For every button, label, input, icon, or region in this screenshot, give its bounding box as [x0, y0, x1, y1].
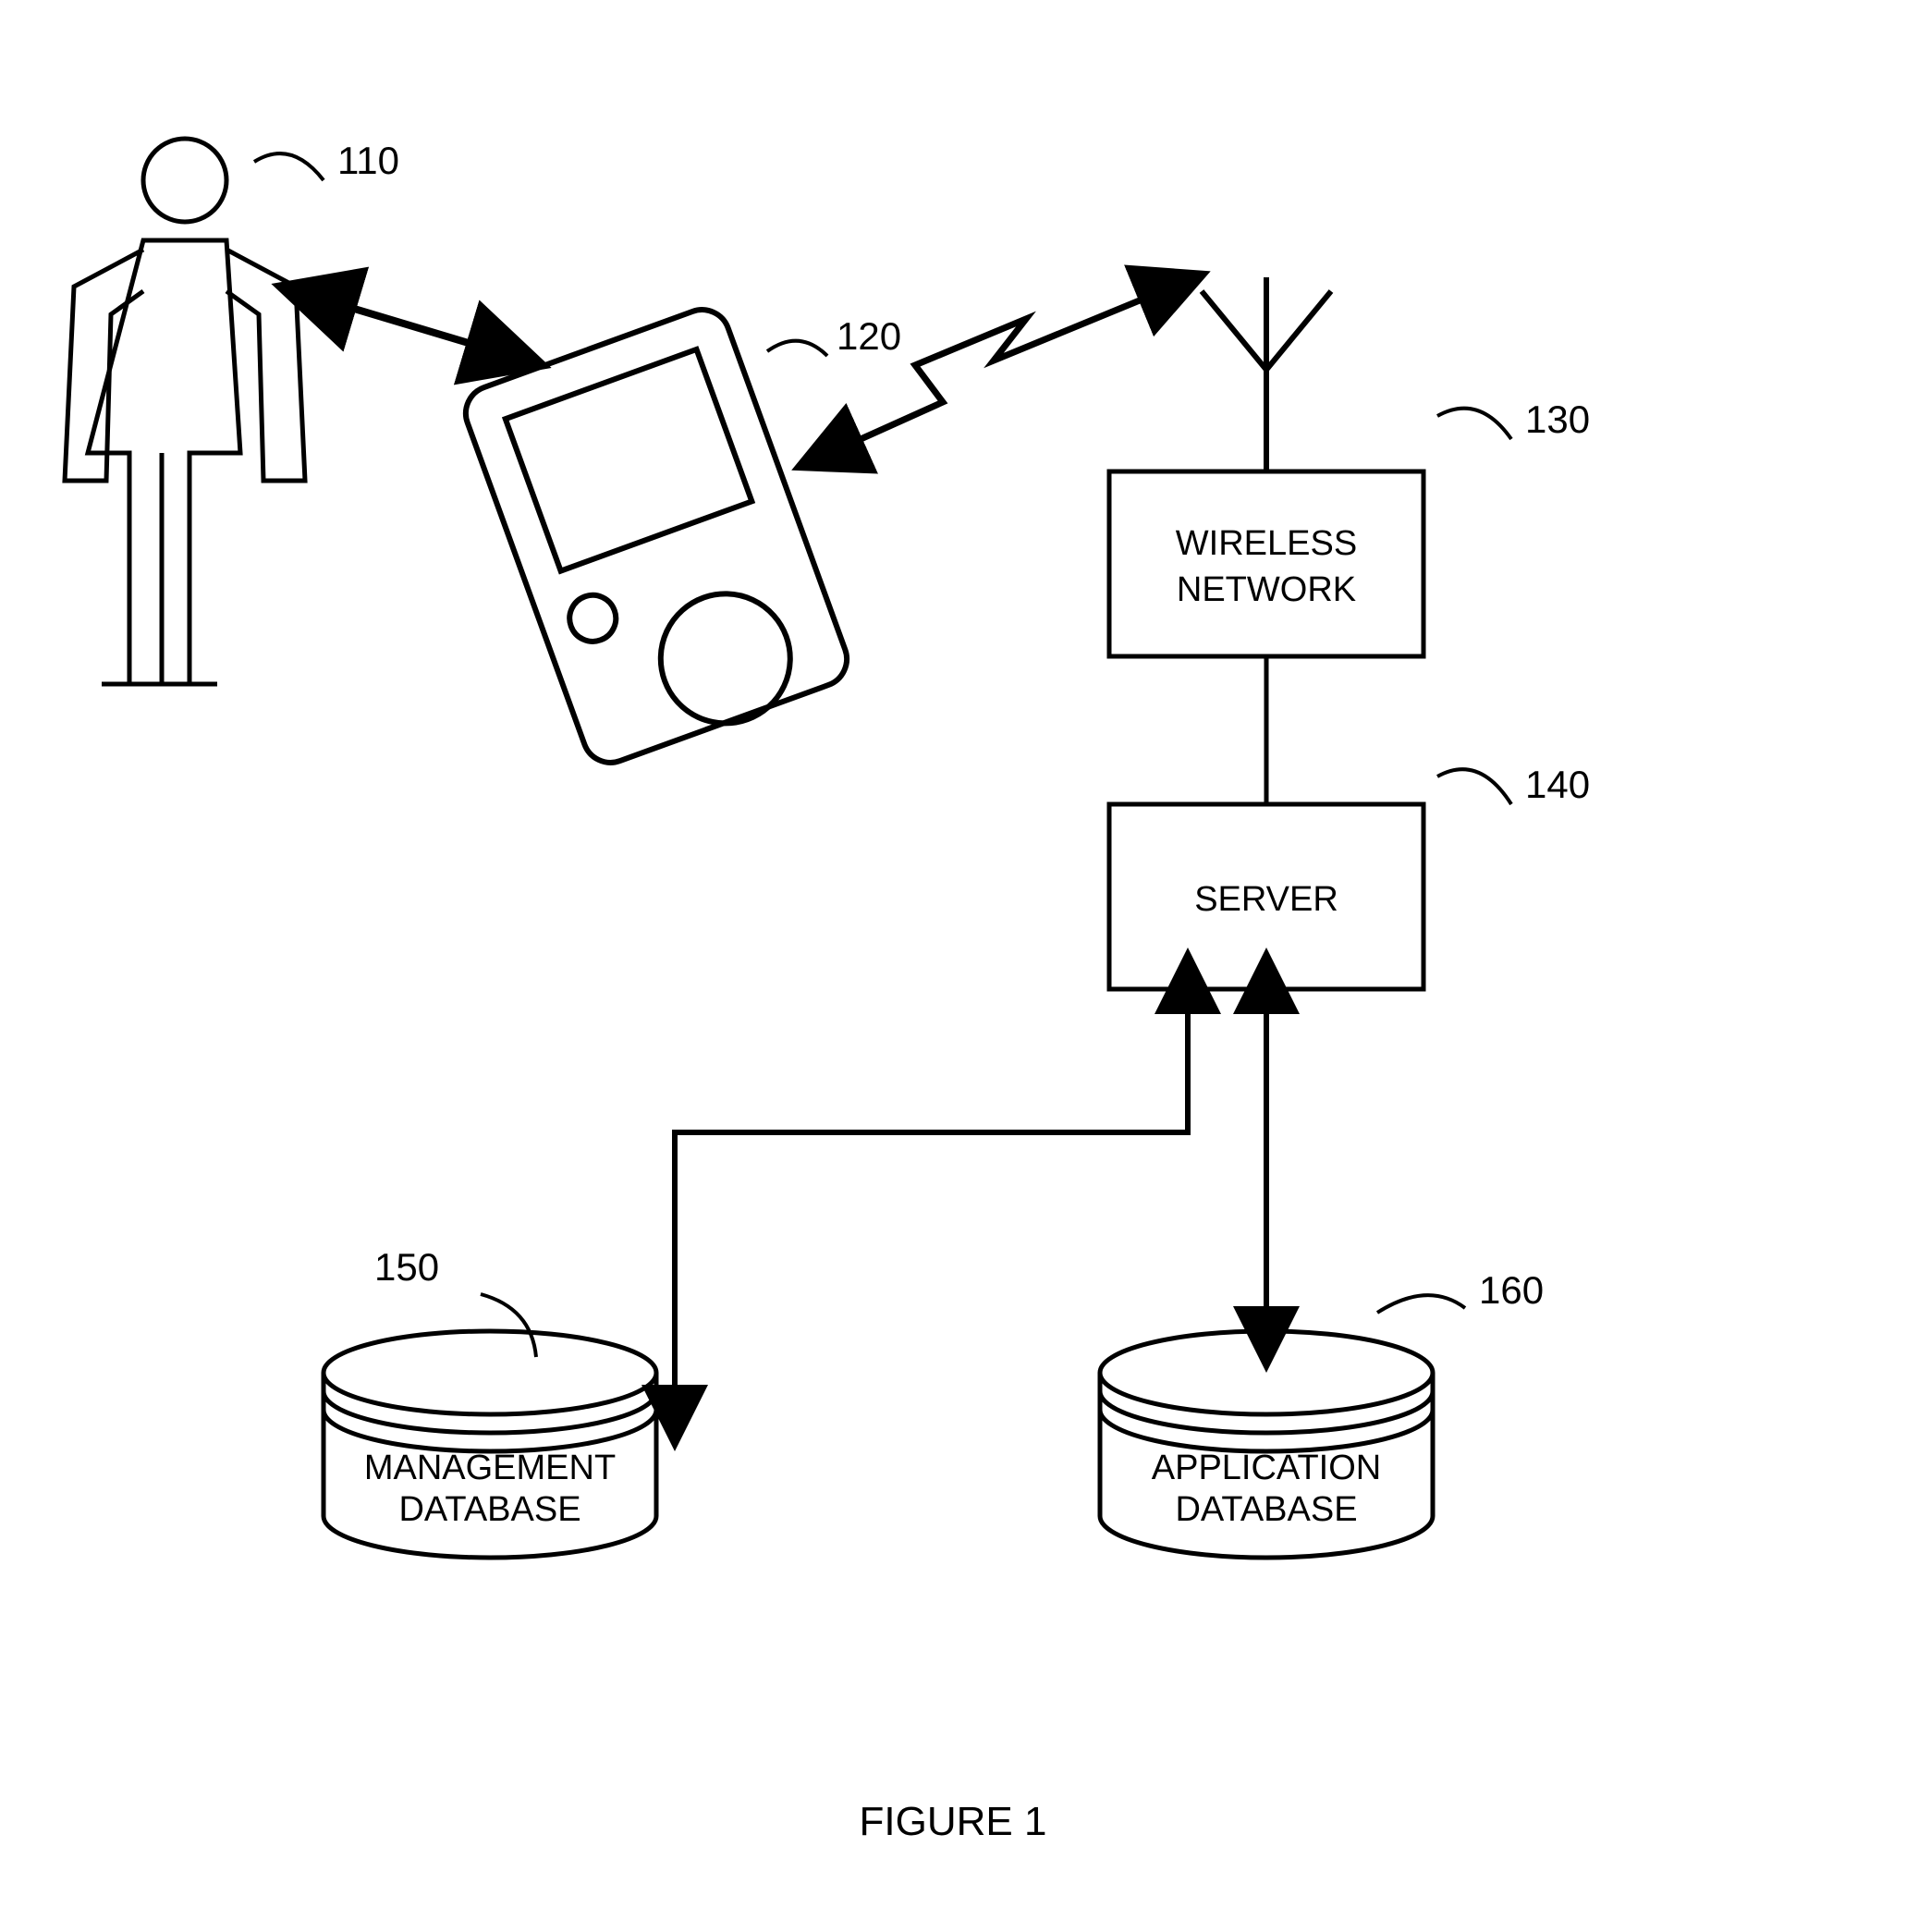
- wireless-label-line1: WIRELESS: [1176, 524, 1357, 563]
- arrow-person-device: [342, 305, 481, 347]
- ref-wireless: 130: [1525, 397, 1590, 441]
- wireless-label-line2: NETWORK: [1177, 570, 1356, 609]
- figure-caption: FIGURE 1: [860, 1799, 1047, 1844]
- ref-device: 120: [837, 314, 901, 358]
- ref-server: 140: [1525, 763, 1590, 806]
- ref-person: 110: [337, 139, 399, 182]
- system-diagram: WIRELESS NETWORK SERVER MANAGEMENT DATAB…: [0, 0, 1906, 1932]
- app-db-label-line2: DATABASE: [1175, 1490, 1357, 1529]
- server-label: SERVER: [1194, 880, 1338, 919]
- application-database-icon: APPLICATION DATABASE: [1100, 1331, 1433, 1558]
- app-db-label-line1: APPLICATION: [1152, 1449, 1381, 1487]
- server-box: SERVER: [1109, 804, 1423, 989]
- wireless-network-box: WIRELESS NETWORK: [1109, 471, 1423, 656]
- device-icon: [458, 302, 857, 775]
- arrow-server-mgmtdb: [675, 1003, 1188, 1396]
- mgmt-db-label-line2: DATABASE: [398, 1490, 580, 1529]
- antenna-icon: [1202, 277, 1331, 471]
- ref-mgmt-db: 150: [374, 1245, 439, 1289]
- mgmt-db-label-line1: MANAGEMENT: [364, 1449, 616, 1487]
- ref-app-db: 160: [1479, 1268, 1544, 1312]
- management-database-icon: MANAGEMENT DATABASE: [324, 1331, 656, 1558]
- person-icon: [65, 139, 305, 684]
